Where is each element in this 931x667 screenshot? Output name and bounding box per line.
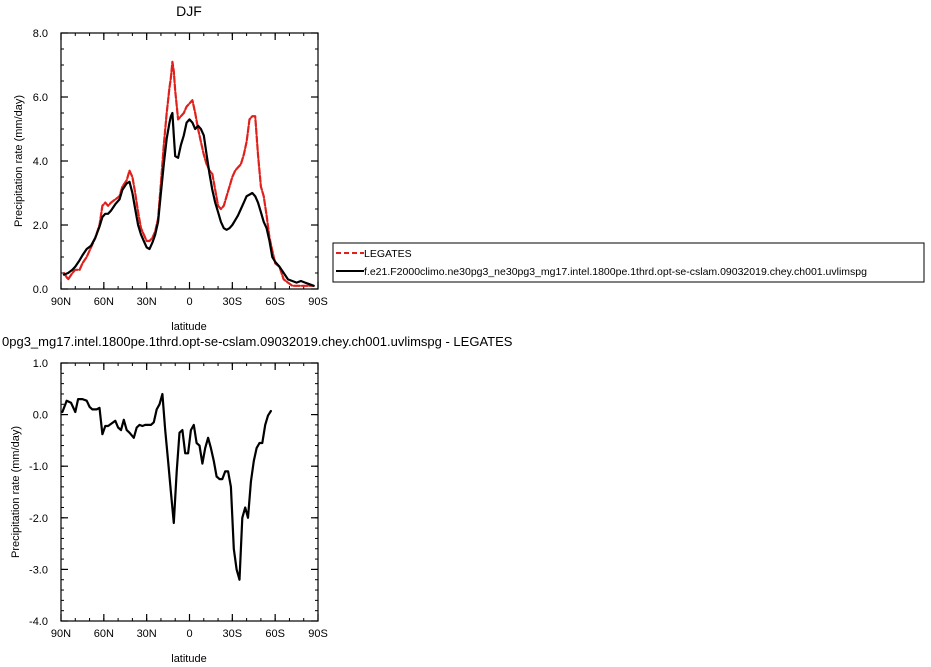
top-chart-axes: 90N 60N 30N 0 30S 60S 90S 0.0 2.0 4.0 6.0 8.0 [33, 28, 328, 308]
bottom-x-tick-label: 60N [94, 628, 114, 640]
top-x-tick-label: 90N [51, 296, 71, 308]
bottom-chart-axes: 90N 60N 30N 0 30S 60S 90S -4.0 -3.0 -2.0 -1.0 0.0 1.… [29, 358, 328, 640]
bottom-x-tick-label: 90S [308, 628, 328, 640]
top-x-tick-label: 30N [137, 296, 157, 308]
top-x-tick-label: 60N [94, 296, 114, 308]
top-x-tick-label: 90S [308, 296, 328, 308]
bottom-x-tick-label: 90N [51, 628, 71, 640]
bottom-y-tick-label: -2.0 [29, 513, 48, 525]
bottom-y-tick-label: 1.0 [33, 358, 48, 370]
top-chart: DJF 90N 60N 30N 0 30S 60S 90S 0.0 2.0 4.0 6.0 8.0 l… [13, 3, 328, 333]
bottom-y-tick-label: -1.0 [29, 461, 48, 473]
bottom-chart-title: 0pg3_mg17.intel.1800pe.1thrd.opt-se-csla… [2, 334, 513, 349]
bottom-y-tick-label: -3.0 [29, 564, 48, 576]
top-chart-title: DJF [176, 3, 202, 19]
bottom-x-tick-label: 0 [186, 628, 192, 640]
legend: LEGATES f.e21.F2000climo.ne30pg3_ne30pg3… [332, 242, 925, 283]
bottom-x-tick-label: 30N [137, 628, 157, 640]
top-chart-ylabel: Precipitation rate (mm/day) [13, 95, 25, 227]
top-chart-series [62, 60, 315, 287]
top-chart-frame [60, 32, 319, 290]
bottom-y-tick-label: -4.0 [29, 616, 48, 628]
top-x-tick-label: 60S [265, 296, 285, 308]
top-x-tick-label: 0 [186, 296, 192, 308]
top-x-tick-label: 30S [223, 296, 243, 308]
top-y-tick-label: 2.0 [33, 220, 48, 232]
bottom-x-tick-label: 30S [223, 628, 243, 640]
bottom-y-tick-label: 0.0 [33, 410, 48, 422]
top-y-tick-label: 8.0 [33, 28, 48, 40]
bottom-series-line-0 [61, 392, 272, 581]
bottom-chart: 0pg3_mg17.intel.1800pe.1thrd.opt-se-csla… [2, 334, 513, 665]
legend-label-model: f.e21.F2000climo.ne30pg3_ne30pg3_mg17.in… [364, 266, 867, 278]
bottom-chart-ylabel: Precipitation rate (mm/day) [10, 426, 22, 558]
legend-label-legates: LEGATES [364, 248, 412, 260]
legend-box [332, 242, 925, 283]
bottom-chart-frame [60, 362, 319, 622]
bottom-x-tick-label: 60S [265, 628, 285, 640]
bottom-chart-series [61, 392, 272, 581]
top-series-line-1 [62, 111, 315, 287]
top-series-line-0 [62, 60, 315, 287]
top-y-tick-label: 0.0 [33, 284, 48, 296]
top-y-tick-label: 4.0 [33, 156, 48, 168]
top-chart-xlabel: latitude [171, 321, 206, 333]
bottom-chart-xlabel: latitude [171, 653, 206, 665]
top-y-tick-label: 6.0 [33, 92, 48, 104]
